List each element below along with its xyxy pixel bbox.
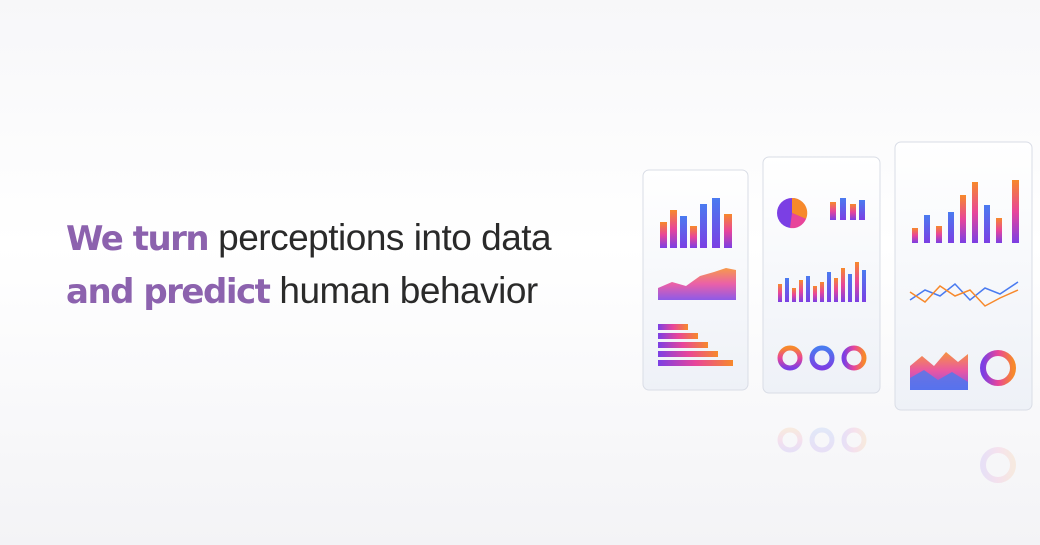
pie-slice (790, 213, 806, 229)
hbar (658, 324, 688, 330)
bar (827, 272, 831, 302)
bar (792, 288, 796, 302)
bar (799, 280, 803, 302)
bar (680, 216, 687, 248)
area (658, 268, 736, 300)
headline-text: human behavior (279, 270, 538, 311)
panel (894, 141, 1033, 411)
hbar (658, 342, 708, 348)
bar (712, 198, 720, 248)
bar (960, 195, 966, 243)
bar (936, 226, 942, 243)
bar (841, 268, 845, 302)
bar (972, 182, 978, 243)
bar (855, 262, 859, 302)
donut (777, 345, 803, 371)
donut-reflection (809, 427, 835, 453)
bar (820, 282, 824, 302)
donut (809, 345, 835, 371)
headline-text: perceptions into data (218, 217, 552, 258)
bar (924, 215, 930, 243)
donut-reflection (980, 447, 1016, 483)
headline: We turn perceptions into data and predict… (66, 212, 552, 318)
bar (785, 278, 789, 302)
bar (813, 286, 817, 302)
bar (840, 198, 846, 220)
bar (830, 202, 836, 220)
reflection (777, 427, 1016, 483)
bar (859, 200, 865, 220)
bar (912, 228, 918, 243)
hbar (658, 333, 698, 339)
bar (834, 278, 838, 302)
hbar (658, 360, 733, 366)
line (909, 281, 1019, 302)
donut-reflection (777, 427, 803, 453)
area (910, 370, 968, 390)
pie-slice (792, 197, 808, 219)
donut-reflection (841, 427, 867, 453)
headline-emphasis: and predict (66, 272, 271, 312)
donut (980, 350, 1016, 386)
bar (862, 270, 866, 302)
hbar (658, 351, 718, 357)
line (909, 285, 1019, 307)
bar (806, 276, 810, 302)
bar (778, 284, 782, 302)
bar (724, 214, 732, 248)
bar (690, 226, 697, 248)
bar (948, 212, 954, 243)
bar (848, 274, 852, 302)
headline-line: and predict human behavior (66, 265, 551, 318)
bar (984, 205, 990, 243)
headline-line: We turn perceptions into data (66, 212, 552, 265)
bar (850, 204, 856, 220)
bar (1012, 180, 1019, 243)
bar (700, 204, 707, 248)
bar (660, 222, 667, 248)
headline-emphasis: We turn (66, 219, 210, 259)
bar (996, 218, 1002, 243)
donut (841, 345, 867, 371)
bar (670, 210, 677, 248)
